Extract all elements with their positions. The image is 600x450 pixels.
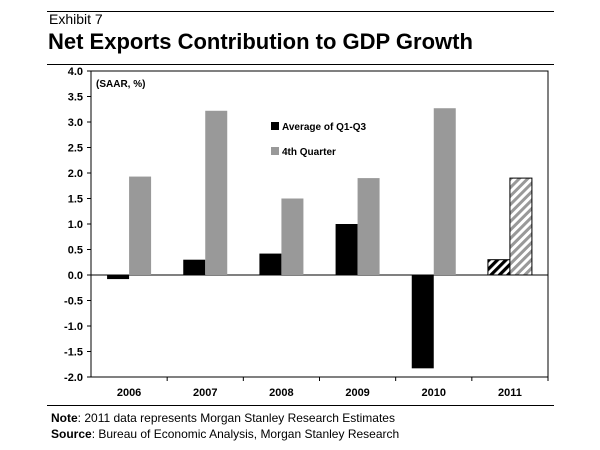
bar-q4-2009 (357, 178, 380, 275)
chart-title: Net Exports Contribution to GDP Growth (48, 29, 473, 54)
source-line: Source: Bureau of Economic Analysis, Mor… (51, 427, 399, 441)
y-tick-label: -1.0 (64, 321, 83, 333)
bar-q4-2008 (281, 198, 304, 275)
note-line: Note: 2011 data represents Morgan Stanle… (51, 411, 395, 425)
bar-avg-q1-q3-2008 (259, 253, 282, 275)
bar-avg-q1-q3-2010 (411, 275, 434, 369)
y-tick-label: 2.5 (68, 143, 83, 155)
y-tick-label: 3.5 (68, 92, 83, 104)
legend-swatch (271, 122, 279, 130)
y-tick-label: 3.0 (68, 117, 83, 129)
note-text: : 2011 data represents Morgan Stanley Re… (77, 411, 395, 425)
source-label: Source (51, 427, 92, 441)
x-tick-label: 2007 (193, 387, 217, 399)
y-tick-label: -1.5 (64, 347, 83, 359)
title-rule (47, 64, 554, 65)
bar-chart: 4.0 3.5 3.0 2.5 2.0 1.5 1.0 0.5 0.0 -0.5 -1.0 -1.5 -… (64, 66, 549, 399)
y-tick-label: 1.0 (68, 219, 83, 231)
bar-q4-2011 (509, 177, 533, 276)
x-tick-label: 2011 (498, 387, 522, 399)
y-tick-label: 0.0 (68, 270, 83, 282)
legend-label: 4th Quarter (282, 147, 336, 158)
y-tick-label: 4.0 (68, 66, 83, 78)
plot-frame (90, 70, 549, 378)
x-tick-label: 2010 (422, 387, 446, 399)
y-tick-label: 1.5 (68, 194, 83, 206)
y-tick-label: -0.5 (64, 296, 83, 308)
legend-label: Average of Q1-Q3 (282, 122, 367, 133)
exhibit-label: Exhibit 7 (49, 11, 103, 27)
unit-label: (SAAR, %) (96, 79, 145, 90)
x-tick-label: 2009 (345, 387, 369, 399)
bottom-rule (47, 405, 554, 406)
bar-q4-2007 (205, 110, 228, 275)
y-tick-label: 2.0 (68, 168, 83, 180)
bar-q4-2006 (129, 176, 152, 275)
x-tick-label: 2006 (117, 387, 141, 399)
y-tick-label: 0.5 (68, 245, 83, 257)
bar-q4-2010 (433, 108, 456, 275)
top-rule (47, 11, 554, 12)
bar-avg-q1-q3-2006 (107, 275, 130, 280)
bar-avg-q1-q3-2007 (183, 259, 206, 275)
bar-avg-q1-q3-2011 (487, 259, 511, 276)
y-tick-label: -2.0 (64, 372, 83, 384)
bar-avg-q1-q3-2009 (335, 224, 358, 275)
x-tick-label: 2008 (269, 387, 293, 399)
source-text: : Bureau of Economic Analysis, Morgan St… (91, 427, 400, 441)
legend-swatch (271, 147, 279, 155)
note-label: Note (51, 411, 78, 425)
